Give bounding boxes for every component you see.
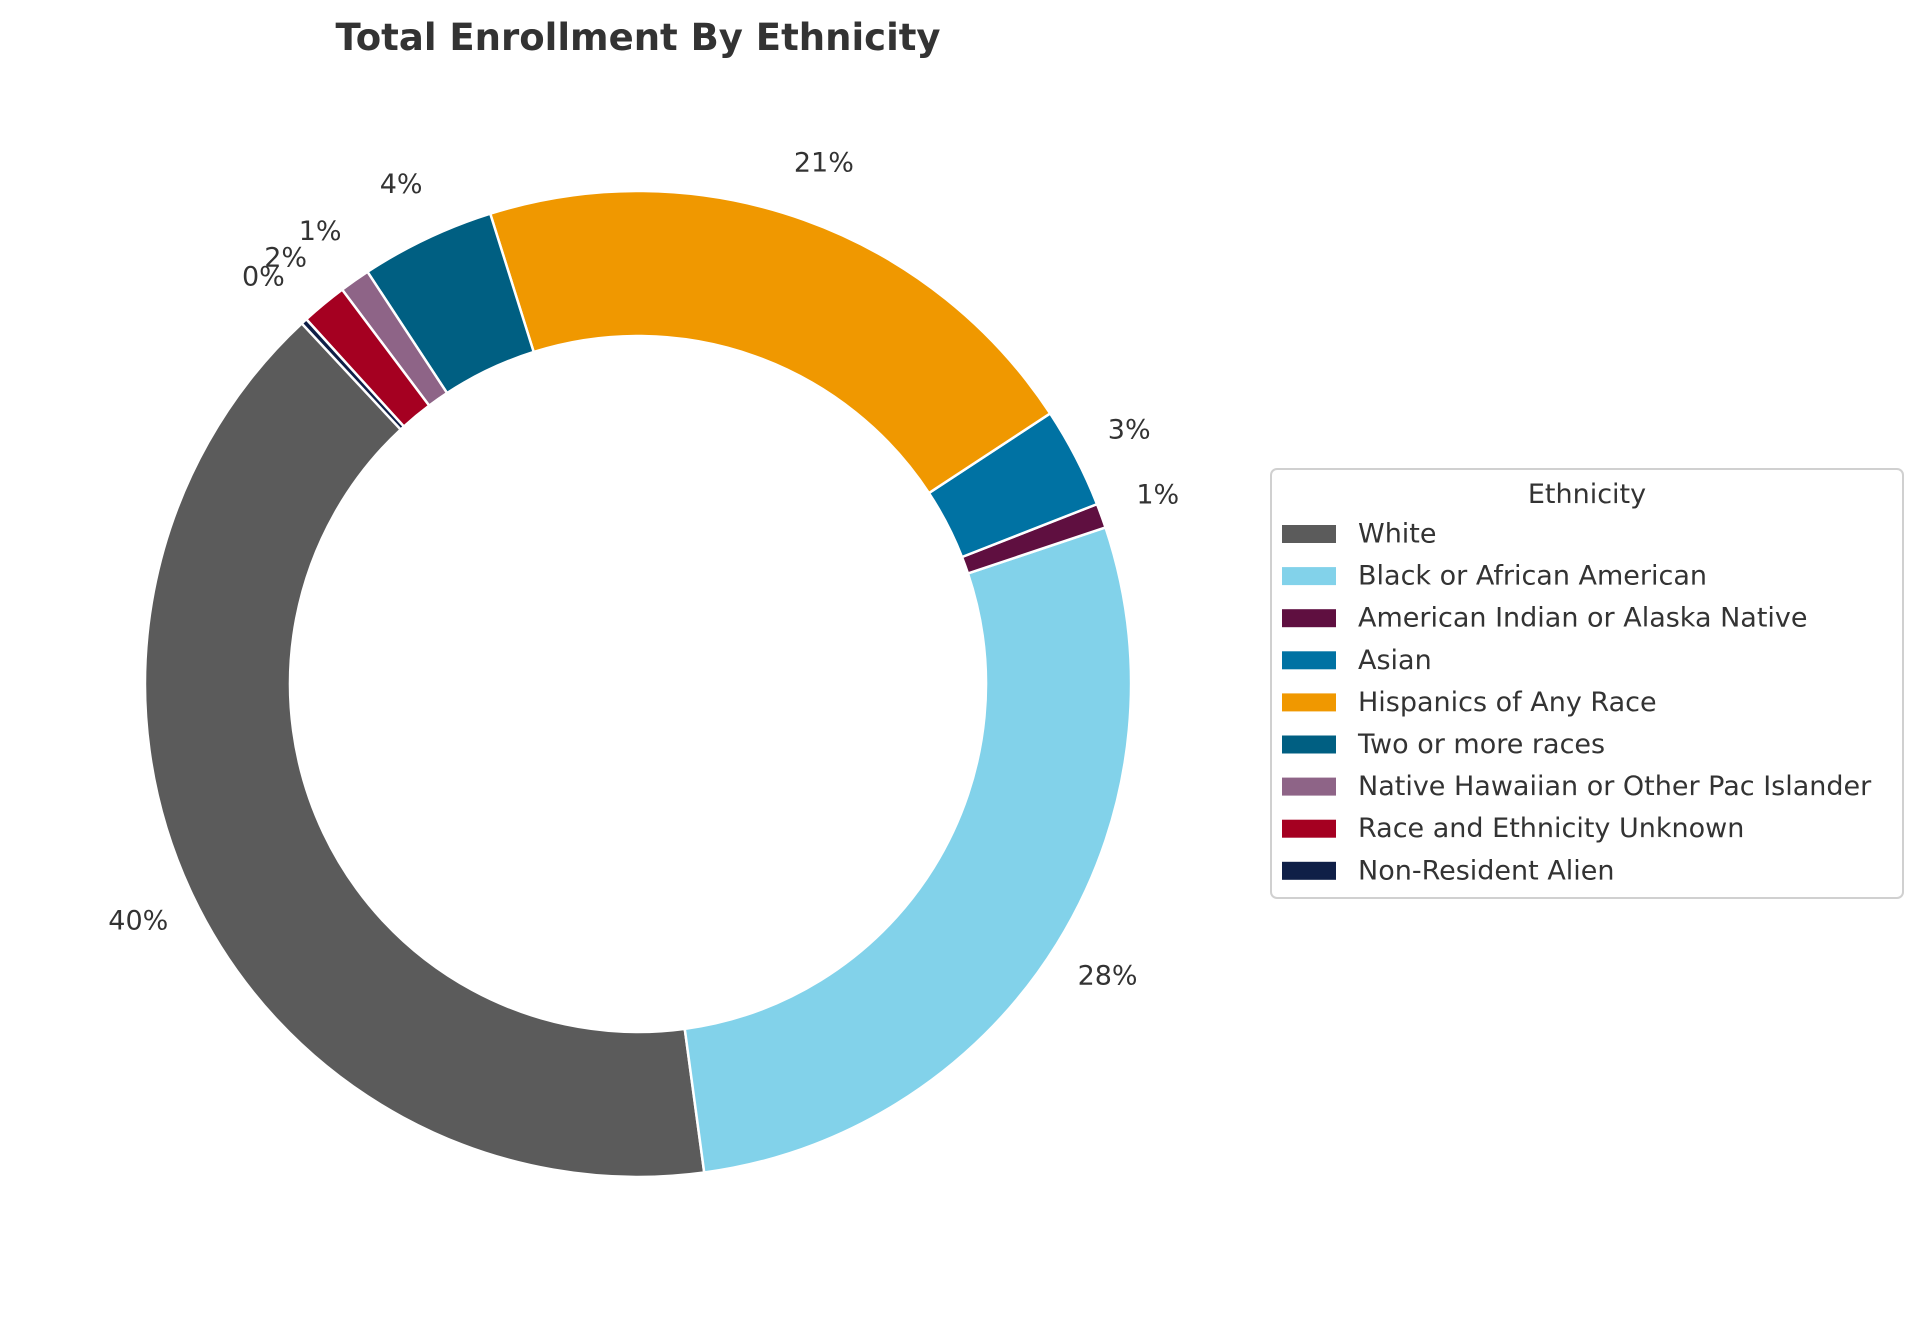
percent-label-hispanics-of-any-race: 21% [794,148,854,179]
slice-white [143,321,706,1179]
percent-label-two-or-more-races: 4% [380,169,423,200]
legend-swatch-hispanics-of-any-race [1282,693,1336,712]
percent-label-black-or-african-american: 28% [1078,961,1138,992]
legend-frame [1270,468,1904,899]
legend-label-american-indian-or-alaska-native: American Indian or Alaska Native [1358,603,1808,634]
legend-swatch-two-or-more-races [1282,735,1336,754]
percent-label-race-and-ethnicity-unknown: 2% [264,242,307,273]
slice-hispanics-of-any-race [488,189,1052,495]
legend-label-race-and-ethnicity-unknown: Race and Ethnicity Unknown [1358,813,1744,844]
legend-swatch-white [1282,525,1336,543]
legend-label-two-or-more-races: Two or more races [1357,729,1605,760]
percent-label-american-indian-or-alaska-native: 1% [1136,480,1179,511]
legend-swatch-asian [1282,651,1336,670]
slice-black-or-african-american [683,525,1133,1174]
legend-swatch-race-and-ethnicity-unknown [1282,819,1336,838]
percent-label-white: 40% [108,905,168,936]
slice-non-resident-alien [300,317,406,432]
percent-label-native-hawaiian-or-other-pac-islander: 1% [299,216,342,247]
legend-label-black-or-african-american: Black or African American [1358,561,1707,592]
legend-swatch-american-indian-or-alaska-native [1282,609,1336,628]
legend-label-hispanics-of-any-race: Hispanics of Any Race [1358,687,1657,718]
legend-label-asian: Asian [1358,645,1432,676]
percent-label-asian: 3% [1108,415,1151,446]
legend-label-white: White [1358,519,1437,550]
legend-title: Ethnicity [1528,479,1646,510]
percent-labels-group: 40%28%1%3%21%4%1%2%0% [108,148,1179,992]
legend-label-native-hawaiian-or-other-pac-islander: Native Hawaiian or Other Pac Islander [1358,771,1872,802]
legend-swatch-non-resident-alien [1282,861,1336,880]
legend-swatch-black-or-african-american [1282,567,1336,586]
legend: Ethnicity White Black or African American… [1270,468,1904,899]
slices-group [143,189,1133,1179]
legend-swatch-native-hawaiian-or-other-pac-islander [1282,777,1336,796]
chart-title: Total Enrollment By Ethnicity [335,16,940,59]
legend-label-non-resident-alien: Non-Resident Alien [1358,855,1615,886]
legend-items: White Black or African American American I… [1282,519,1872,886]
percent-label-non-resident-alien: 0% [242,262,285,293]
